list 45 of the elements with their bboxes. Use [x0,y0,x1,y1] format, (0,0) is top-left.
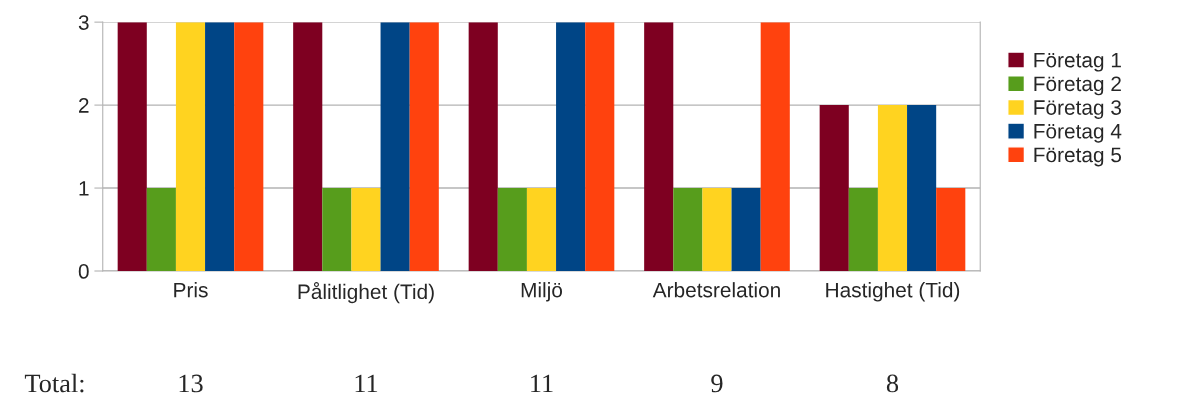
bar [409,22,439,272]
bar [819,105,849,272]
bar [702,188,732,272]
bar [497,188,527,272]
y-tick-label: 1 [79,181,89,196]
text: 13 [179,374,203,393]
bar [117,22,147,272]
text: 11 [531,374,553,393]
bar [907,105,937,272]
text: Total: [24,373,84,393]
bar [468,22,498,272]
y-tick-label: 0 [78,264,89,279]
bar [205,22,235,272]
x-tick-label: Miljö [521,282,563,302]
bar [731,188,761,272]
x-tick-label: Pris [174,282,208,298]
bar [673,188,703,272]
legend-label: Företag 1 [1034,52,1121,72]
bar [936,188,966,272]
bar [234,22,264,272]
bar [351,188,381,272]
legend-label: Företag 5 [1034,147,1122,167]
bar [322,188,352,272]
legend-label: Företag 3 [1034,100,1122,120]
legend-label: Företag 4 [1034,124,1122,143]
bar [877,105,908,272]
x-tick-label: Pålitlighet (Tid) [298,282,434,304]
bar [644,22,674,272]
y-tick-label: 2 [79,98,89,113]
bar [585,22,615,272]
bar [146,188,176,272]
x-tick-label: Arbetsrelation [652,282,780,298]
bar [175,22,206,272]
y-tick-label: 3 [78,15,89,30]
legend-label: Företag 2 [1034,76,1121,96]
bar [760,22,790,272]
bar [293,22,323,272]
bar [526,188,557,272]
bar [556,22,586,272]
x-tick-label: Hastighet (Tid) [826,282,960,302]
text: 8 [886,374,899,393]
text: 11 [355,374,378,393]
text: 9 [711,374,723,393]
bar [380,22,410,272]
bar [848,188,878,272]
